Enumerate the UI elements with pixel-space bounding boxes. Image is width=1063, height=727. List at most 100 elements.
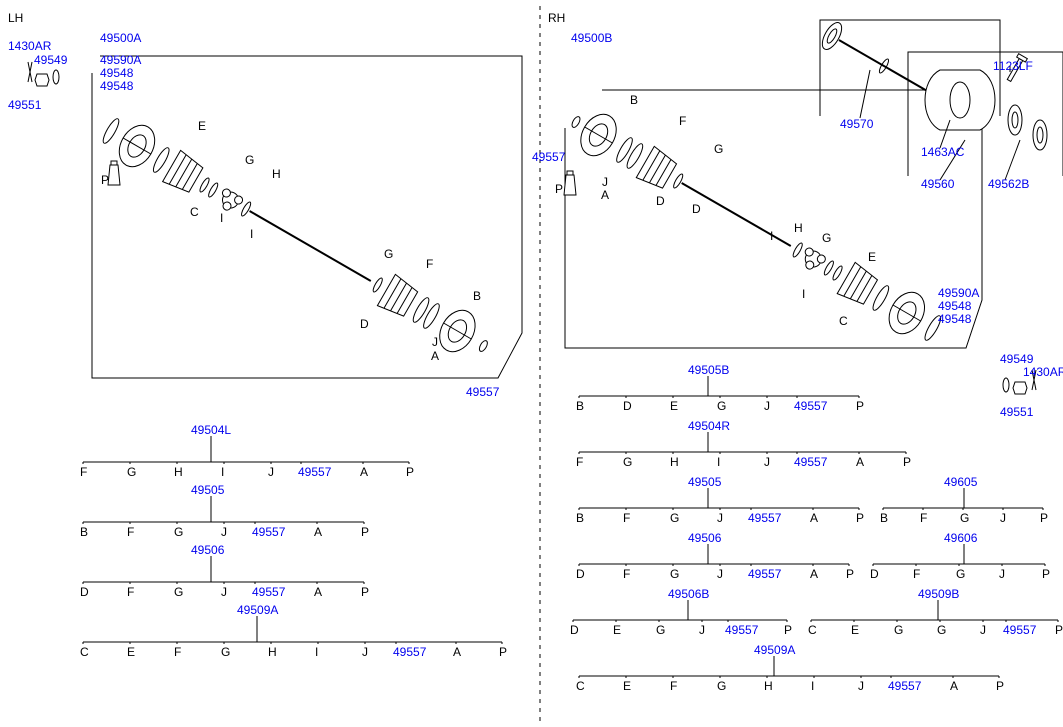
rh-table-49506-item-D-0: D [576,568,585,580]
lh-callout-E-7: E [198,120,206,132]
rh-callout-F-6: F [679,115,686,127]
rh-table-49606-item-J-3: J [999,568,1005,580]
rh-table-49509A-item-J-6: J [858,680,864,692]
rh-table-49505-item-J-3: J [717,512,723,524]
rh-table-partnum-49605[interactable]: 49605 [944,476,977,488]
lh-table-49506-item-J-3: J [221,586,227,598]
rh-table-49505-item-P-6: P [856,512,864,524]
lh-table-49509A-item-C-0: C [80,646,89,658]
rh-table-49505B-item-D-1: D [623,400,632,412]
rh-callout-D-9: D [692,203,701,215]
rh-table-49506-item-49557-4[interactable]: 49557 [748,568,781,580]
rh-table-partnum-49506B[interactable]: 49506B [668,588,709,600]
lh-table-49509A-item-49557-7[interactable]: 49557 [393,646,426,658]
rh-table-partnum-49606[interactable]: 49606 [944,532,977,544]
lh-table-49505-item-J-3: J [221,526,227,538]
rh-partnum-49557[interactable]: 49557 [532,151,565,163]
rh-table-49504R-item-H-2: H [670,456,679,468]
rh-table-49504R-item-49557-5[interactable]: 49557 [794,456,827,468]
rh-table-49506B-item-49557-4[interactable]: 49557 [725,624,758,636]
rh-table-49509A-item-49557-7[interactable]: 49557 [888,680,921,692]
lh-table-49504L-item-A-6: A [360,466,368,478]
lh-table-49509A-item-E-1: E [127,646,135,658]
lh-partnum-49548[interactable]: 49548 [100,80,133,92]
rh-table-49505-item-49557-4[interactable]: 49557 [748,512,781,524]
rh-partnum-49548[interactable]: 49548 [938,300,971,312]
lh-table-partnum-49505[interactable]: 49505 [191,484,224,496]
rh-extra-49562B[interactable]: 49562B [988,178,1029,190]
rh-table-49504R-item-A-6: A [856,456,864,468]
rh-table-49505B-item-B-0: B [576,400,584,412]
lh-shaft-assembly [97,110,497,367]
rh-callout-P-5: P [555,183,563,195]
lh-callout-A-19: A [431,350,439,362]
rh-table-49505B-item-49557-5[interactable]: 49557 [794,400,827,412]
rh-extra-49560[interactable]: 49560 [921,178,954,190]
rh-partnum-49548[interactable]: 49548 [938,313,971,325]
rh-table-partnum-49509B[interactable]: 49509B [918,588,959,600]
rh-table-49605-item-J-3: J [1000,512,1006,524]
rh-extra-1123LF[interactable]: 1123LF [993,60,1033,72]
lh-table-49504L-item-49557-5[interactable]: 49557 [298,466,331,478]
rh-table-49509A-item-H-4: H [764,680,773,692]
lh-partnum-49500A[interactable]: 49500A [100,32,141,44]
section-label-lh: LH [8,12,23,24]
rh-table-partnum-49506[interactable]: 49506 [688,532,721,544]
lh-table-49509A-item-J-6: J [362,646,368,658]
rh-table-49505B-item-G-3: G [717,400,726,412]
lh-table-49505-item-F-1: F [127,526,134,538]
lh-callout-I-11: I [220,212,223,224]
lh-table-49506-item-49557-4[interactable]: 49557 [252,586,285,598]
rh-table-49509A-item-A-8: A [950,680,958,692]
lh-table-partnum-49504L[interactable]: 49504L [191,424,231,436]
lh-table-49504L-item-F-0: F [80,466,87,478]
rh-callout-B-1: B [630,94,638,106]
rh-table-49504R-item-G-1: G [623,456,632,468]
rh-table-49509A-item-C-0: C [576,680,585,692]
rh-table-49605-item-G-2: G [960,512,969,524]
lh-partnum-49551[interactable]: 49551 [8,99,41,111]
rh-table-49505-item-A-5: A [810,512,818,524]
lh-table-partnum-49506[interactable]: 49506 [191,544,224,556]
lh-table-partnum-49509A[interactable]: 49509A [237,604,278,616]
rh-table-49504R-item-J-4: J [764,456,770,468]
lh-table-49504L-item-G-1: G [127,466,136,478]
rh-table-partnum-49504R[interactable]: 49504R [688,420,730,432]
rh-table-49506B-item-J-3: J [699,624,705,636]
rh-partnum-49500B[interactable]: 49500B [571,32,612,44]
rh-table-49505B-item-P-6: P [856,400,864,412]
rh-extra-1463AC[interactable]: 1463AC [921,146,964,158]
lh-table-49509A-item-A-8: A [453,646,461,658]
rh-callout-I-13: I [802,288,805,300]
lh-partnum-49548[interactable]: 49548 [100,67,133,79]
rh-table-49605-item-P-4: P [1040,512,1048,524]
rh-extra-49570[interactable]: 49570 [840,118,873,130]
rh-table-partnum-49505[interactable]: 49505 [688,476,721,488]
lh-partnum-49549[interactable]: 49549 [34,54,67,66]
rh-table-49605-item-F-1: F [920,512,927,524]
rh-table-49505-item-F-1: F [623,512,630,524]
lh-partnum-49557[interactable]: 49557 [466,386,499,398]
rh-callout-I-10: I [770,230,773,242]
lh-table-49505-item-P-6: P [361,526,369,538]
lh-table-49509A-item-H-4: H [268,646,277,658]
rh-shaft-assembly [562,101,947,349]
lh-table-49509A-item-I-5: I [315,646,318,658]
rh-table-partnum-49505B[interactable]: 49505B [688,364,729,376]
rh-table-49506-item-P-6: P [846,568,854,580]
rh-table-49506-item-F-1: F [623,568,630,580]
lh-partnum-49590A[interactable]: 49590A [100,54,141,66]
rh-callout-H-11: H [794,222,803,234]
rh-partnum-1430AR[interactable]: 1430AR [1023,366,1063,378]
lh-table-49505-item-49557-4[interactable]: 49557 [252,526,285,538]
rh-table-49509B-item-49557-5[interactable]: 49557 [1003,624,1036,636]
rh-callout-E-14: E [868,251,876,263]
lh-table-49504L-item-I-3: I [221,466,224,478]
lh-partnum-1430AR[interactable]: 1430AR [8,40,51,52]
rh-partnum-49590A[interactable]: 49590A [938,287,979,299]
rh-partnum-49551[interactable]: 49551 [1000,406,1033,418]
rh-partnum-49549[interactable]: 49549 [1000,353,1033,365]
rh-callout-G-8: G [714,143,723,155]
rh-table-49509A-item-I-5: I [811,680,814,692]
rh-table-partnum-49509A[interactable]: 49509A [754,644,795,656]
